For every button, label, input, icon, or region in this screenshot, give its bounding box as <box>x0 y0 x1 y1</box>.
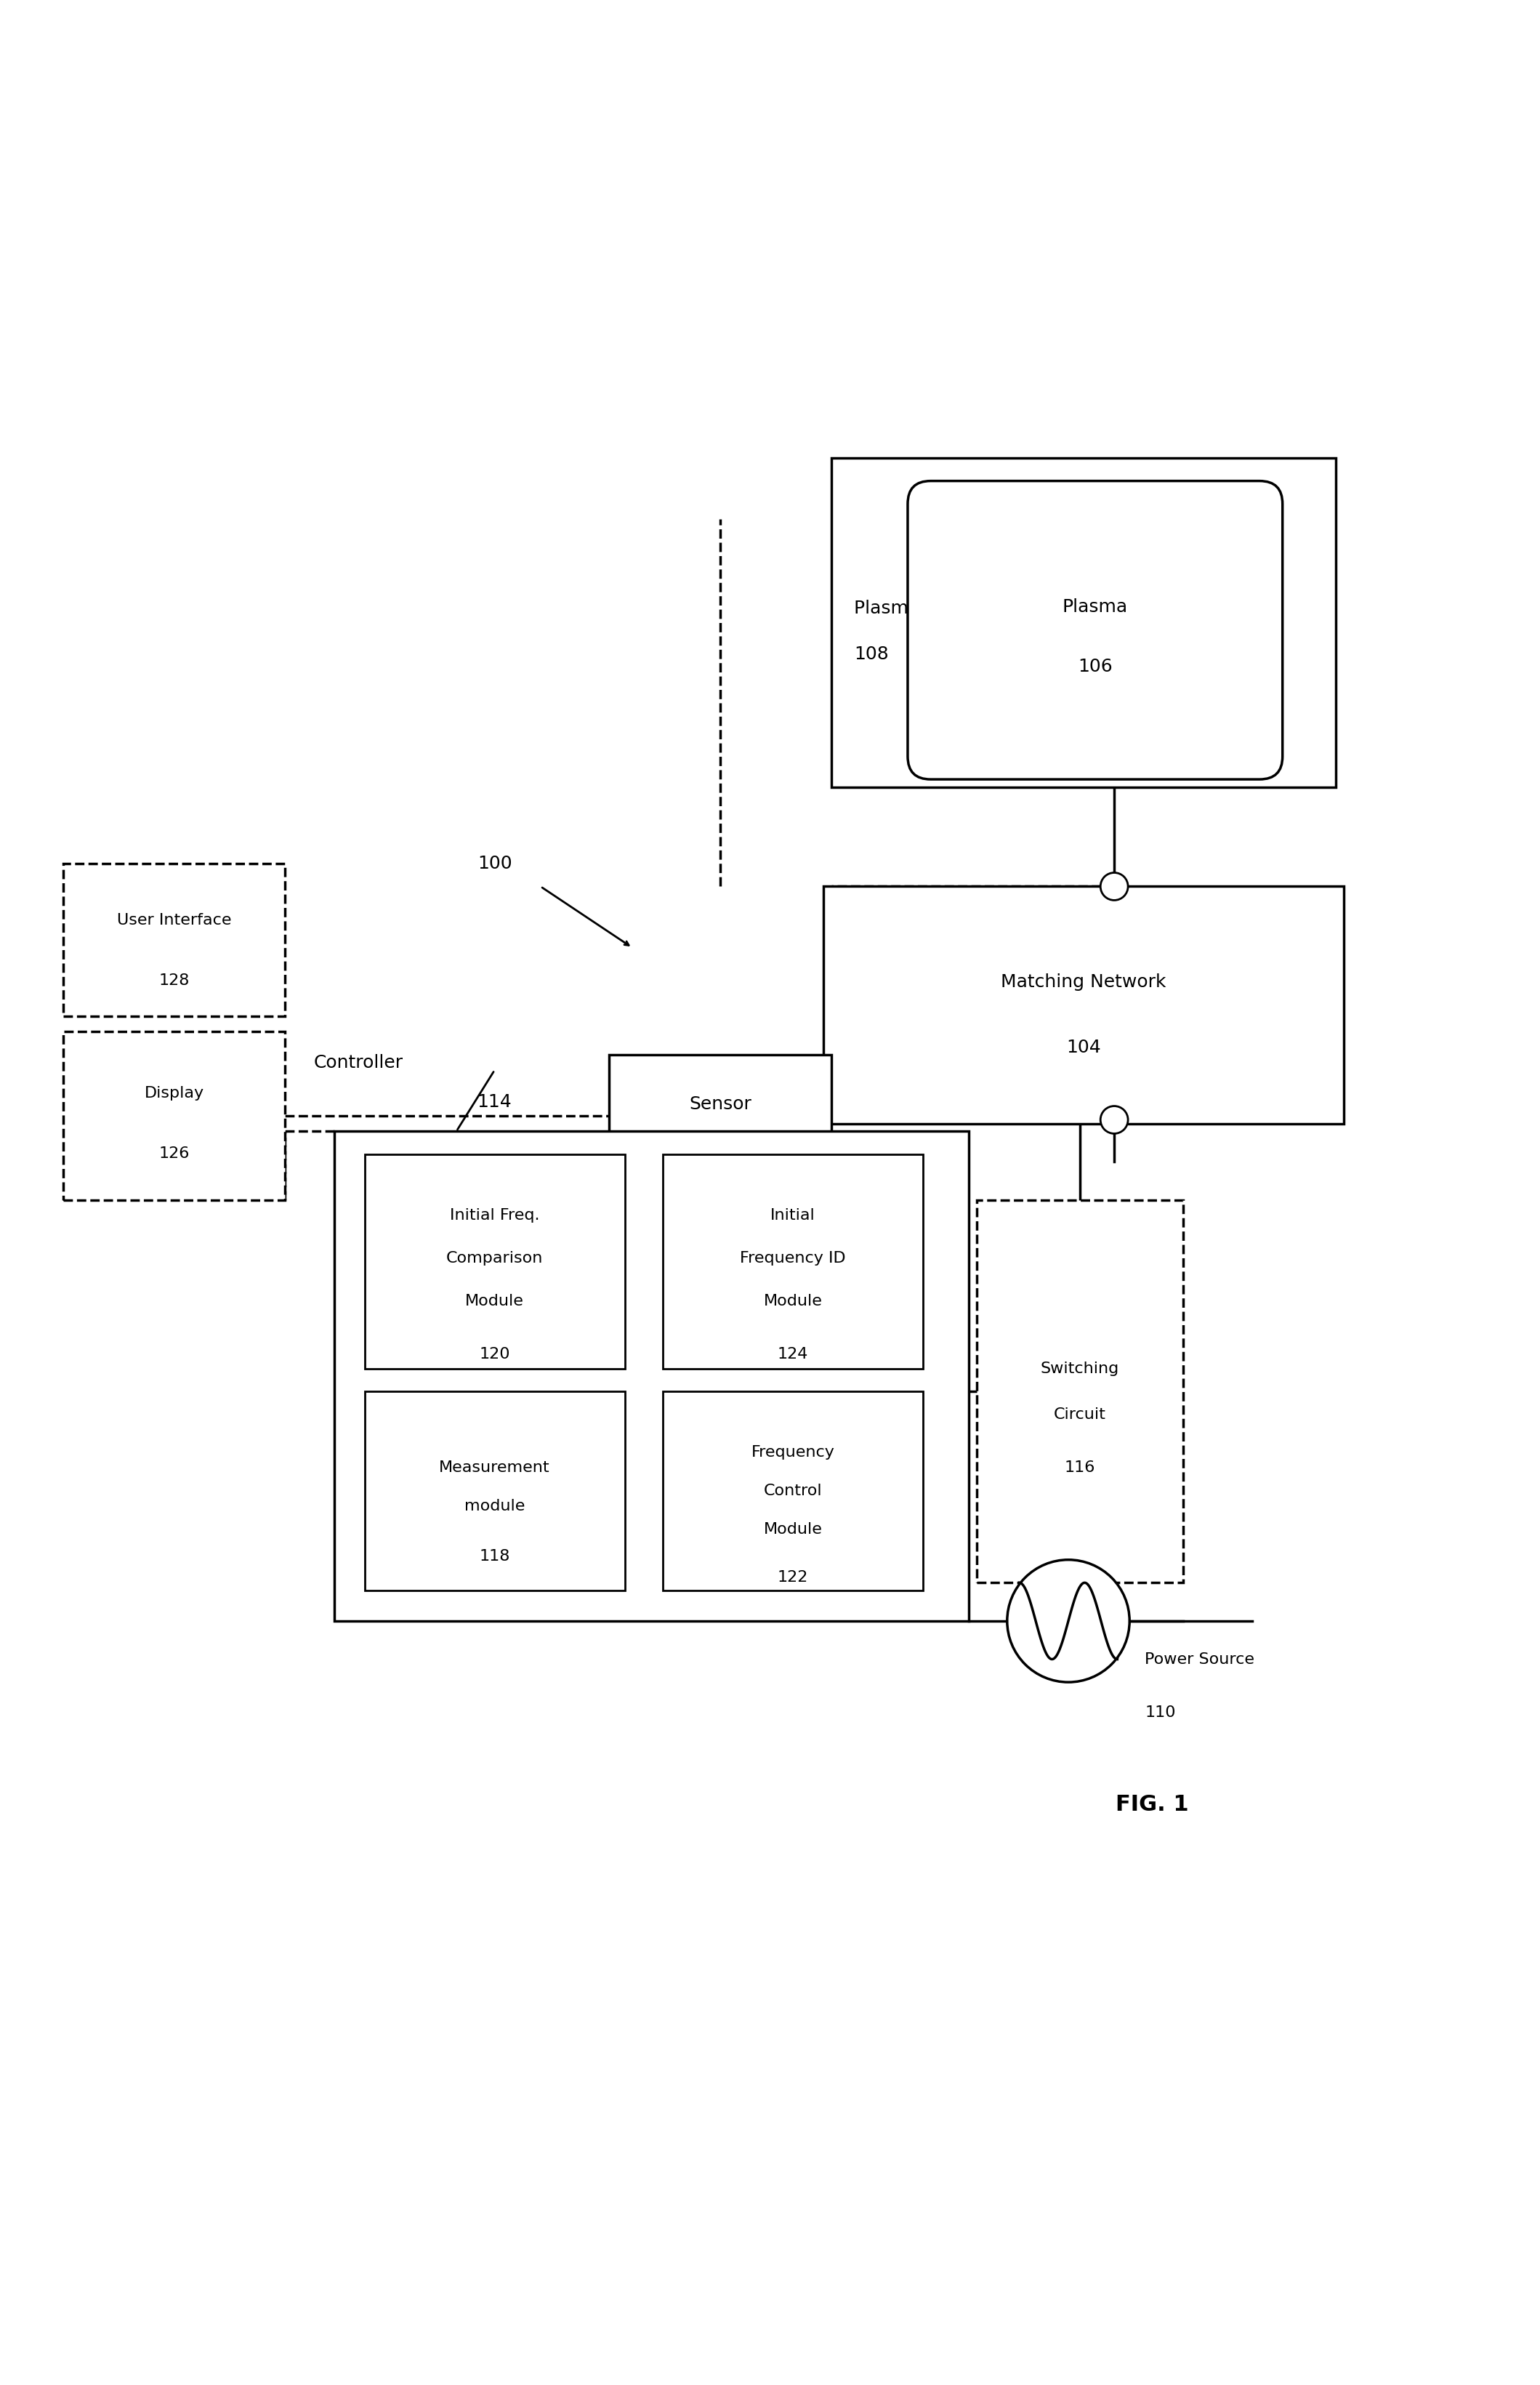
Circle shape <box>1007 1560 1129 1681</box>
FancyBboxPatch shape <box>832 458 1337 787</box>
Text: 104: 104 <box>1066 1040 1101 1057</box>
Text: 106: 106 <box>1078 658 1112 675</box>
Text: 100: 100 <box>477 854 511 873</box>
Text: 112: 112 <box>702 1150 738 1169</box>
Text: 124: 124 <box>778 1348 809 1362</box>
FancyBboxPatch shape <box>662 1154 922 1369</box>
Text: 108: 108 <box>855 646 889 663</box>
FancyBboxPatch shape <box>334 1130 969 1622</box>
Text: 128: 128 <box>159 973 189 987</box>
Text: 126: 126 <box>159 1147 189 1161</box>
Circle shape <box>1101 873 1127 899</box>
Text: Measurement: Measurement <box>439 1460 550 1476</box>
Text: 118: 118 <box>479 1548 510 1565</box>
Text: Comparison: Comparison <box>447 1252 544 1266</box>
Text: Frequency ID: Frequency ID <box>741 1252 845 1266</box>
Text: 122: 122 <box>778 1569 809 1586</box>
Text: Plasma: Plasma <box>1063 599 1127 615</box>
FancyBboxPatch shape <box>662 1390 922 1591</box>
Text: Module: Module <box>465 1295 524 1309</box>
FancyBboxPatch shape <box>824 887 1344 1123</box>
Text: Initial Freq.: Initial Freq. <box>450 1209 539 1224</box>
Text: Power Source: Power Source <box>1144 1653 1255 1667</box>
FancyBboxPatch shape <box>365 1154 625 1369</box>
Text: Frequency: Frequency <box>752 1445 835 1460</box>
Text: 114: 114 <box>477 1092 511 1111</box>
Text: Module: Module <box>764 1295 822 1309</box>
FancyBboxPatch shape <box>365 1390 625 1591</box>
Text: Display: Display <box>145 1085 203 1099</box>
Text: Module: Module <box>764 1522 822 1536</box>
FancyBboxPatch shape <box>63 1033 285 1200</box>
Text: Controller: Controller <box>313 1054 403 1071</box>
Text: 120: 120 <box>479 1348 510 1362</box>
Text: Plasma Chamber: Plasma Chamber <box>855 599 1009 618</box>
Circle shape <box>1101 1107 1127 1133</box>
Text: Initial: Initial <box>770 1209 815 1224</box>
Text: Sensor: Sensor <box>688 1095 752 1114</box>
Text: 110: 110 <box>1144 1705 1175 1720</box>
FancyBboxPatch shape <box>63 863 285 1016</box>
Text: FIG. 1: FIG. 1 <box>1116 1794 1189 1815</box>
Text: Matching Network: Matching Network <box>1001 973 1166 990</box>
Text: Control: Control <box>764 1483 822 1498</box>
Text: module: module <box>465 1498 525 1514</box>
Text: Switching: Switching <box>1041 1362 1120 1376</box>
Text: User Interface: User Interface <box>117 913 231 928</box>
Text: 116: 116 <box>1064 1460 1095 1474</box>
FancyBboxPatch shape <box>976 1200 1183 1584</box>
Text: Circuit: Circuit <box>1053 1407 1106 1421</box>
FancyBboxPatch shape <box>907 482 1283 780</box>
FancyBboxPatch shape <box>610 1054 832 1185</box>
